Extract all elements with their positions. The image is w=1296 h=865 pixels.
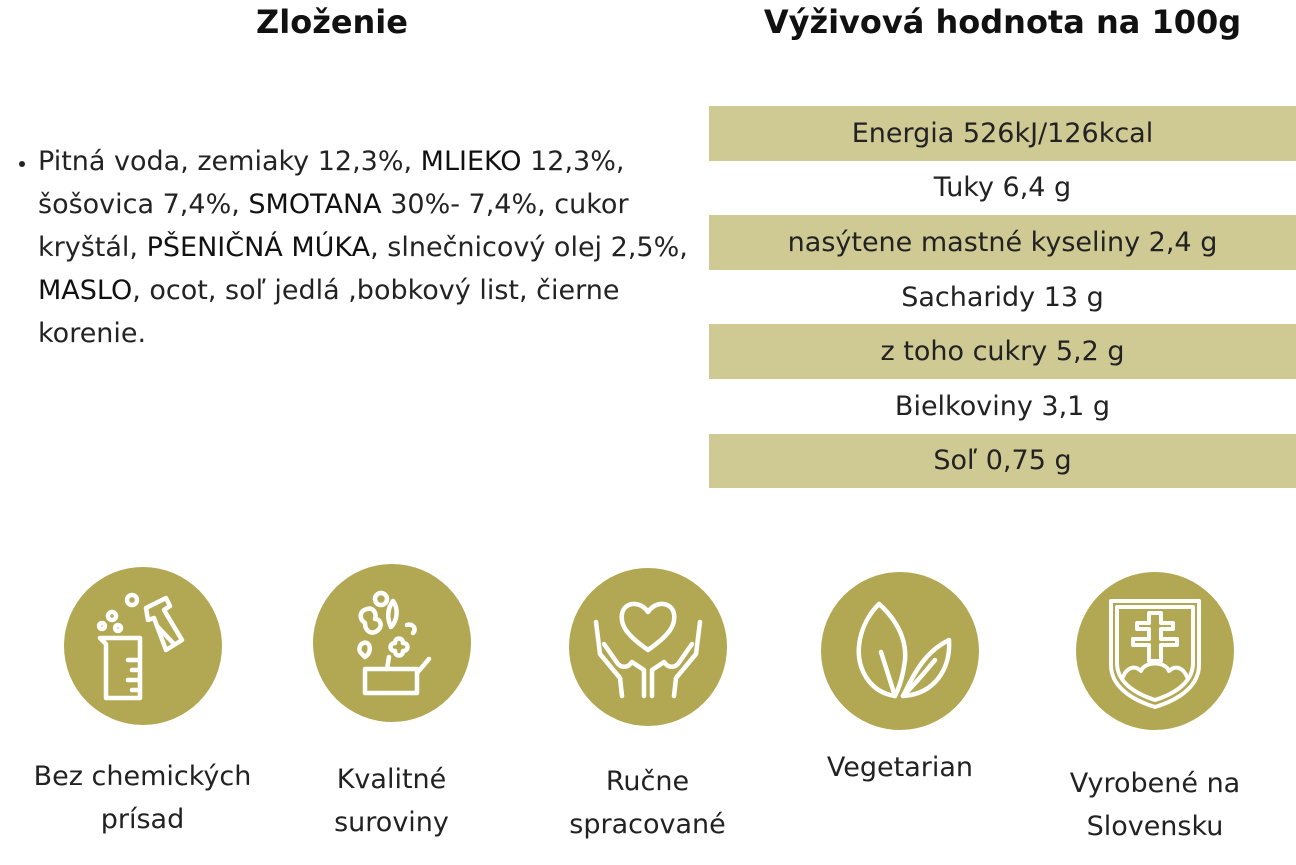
feature-label: Vegetarian	[826, 752, 974, 783]
allergen-cream: SMOTANA	[248, 189, 382, 220]
features-row: Bez chemických prísad Kvalitné suroviny	[0, 560, 1296, 865]
ingredient-text: , ocot, soľ jedlá ,bobkový list, čierne …	[38, 275, 620, 349]
feature-quality-ingredients: Kvalitné suroviny	[298, 560, 485, 844]
ingredients-list: Pitná voda, zemiaky 12,3%, MLIEKO 12,3%,…	[12, 140, 708, 355]
nutrition-row-label: Soľ 0,75 g	[933, 445, 1072, 477]
heart-hands-icon	[588, 592, 708, 702]
nutrition-row-label: z toho cukry 5,2 g	[880, 336, 1125, 368]
nutrition-row-label: Tuky 6,4 g	[933, 172, 1072, 204]
slovak-coat-of-arms-icon	[1105, 591, 1205, 711]
leaves-icon	[845, 596, 955, 706]
nutrition-table: Energia 526kJ/126kcal Tuky 6,4 g nasýten…	[709, 106, 1296, 489]
feature-label: Vyrobené na Slovensku	[1069, 768, 1241, 842]
ingredients-item: Pitná voda, zemiaky 12,3%, MLIEKO 12,3%,…	[38, 140, 708, 355]
allergen-butter: MASLO	[38, 275, 133, 306]
nutrition-row-saturated-fat: nasýtene mastné kyseliny 2,4 g	[709, 215, 1296, 270]
nutrition-row-protein: Bielkoviny 3,1 g	[709, 379, 1296, 434]
feature-label: Kvalitné suroviny	[334, 764, 449, 838]
feature-badge	[821, 572, 979, 730]
feature-made-in-slovakia: Vyrobené na Slovensku	[1050, 560, 1260, 848]
allergen-wheat-flour: PŠENIČNÁ MÚKA	[146, 232, 371, 263]
vegetables-basket-icon	[337, 583, 447, 703]
feature-label: Bez chemických prísad	[33, 761, 252, 835]
allergen-milk: MLIEKO	[420, 146, 522, 177]
ingredient-text: , slnečnicový olej 2,5%,	[370, 232, 688, 263]
nutrition-row-label: Bielkoviny 3,1 g	[894, 390, 1111, 422]
chemistry-flask-icon	[88, 586, 198, 706]
feature-label: Ručne spracované	[569, 766, 726, 840]
ingredient-text: 30%- 7,4%, cukor kryštál,	[38, 189, 629, 263]
nutrition-row-carbohydrates: Sacharidy 13 g	[709, 270, 1296, 325]
nutrition-row-energy: Energia 526kJ/126kcal	[709, 106, 1296, 161]
nutrition-row-fat: Tuky 6,4 g	[709, 161, 1296, 216]
nutrition-heading: Výživová hodnota na 100g	[763, 3, 1242, 41]
nutrition-row-sugars: z toho cukry 5,2 g	[709, 324, 1296, 379]
ingredient-text: 12,3%, šošovica 7,4%,	[38, 146, 625, 220]
feature-badge	[1076, 572, 1234, 730]
feature-badge	[312, 564, 471, 722]
feature-handmade: Ručne spracované	[545, 560, 750, 846]
nutrition-row-label: nasýtene mastné kyseliny 2,4 g	[787, 226, 1218, 258]
feature-vegetarian: Vegetarian	[800, 560, 1000, 789]
feature-badge	[568, 568, 727, 726]
nutrition-row-label: Energia 526kJ/126kcal	[851, 117, 1154, 149]
feature-badge	[63, 567, 222, 725]
feature-no-chemicals: Bez chemických prísad	[0, 560, 285, 841]
nutrition-row-label: Sacharidy 13 g	[901, 281, 1104, 313]
ingredients-heading: Zloženie	[256, 3, 408, 41]
nutrition-row-salt: Soľ 0,75 g	[709, 433, 1296, 489]
ingredient-text: Pitná voda, zemiaky 12,3%,	[38, 146, 421, 177]
